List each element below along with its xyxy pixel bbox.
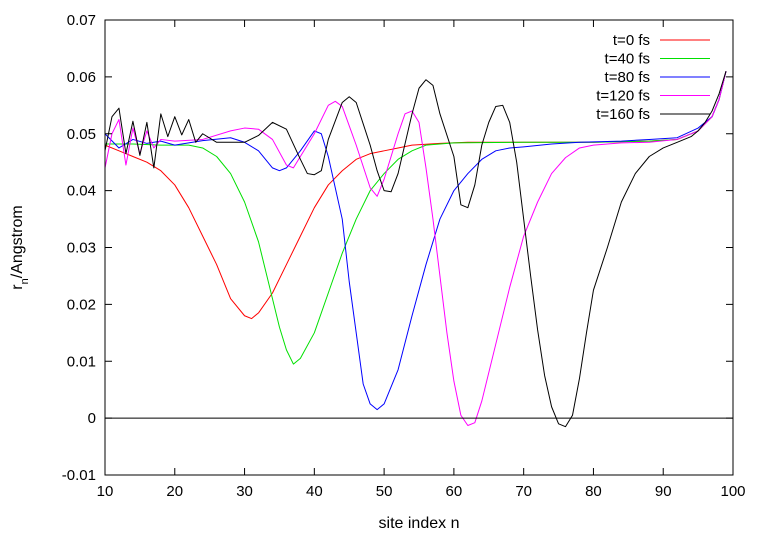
x-axis-label: site index n xyxy=(379,515,460,532)
y-axis-label-rest: /Angstrom xyxy=(9,205,26,278)
y-axis-label: rn/Angstrom xyxy=(9,205,31,289)
y-tick-label: 0.01 xyxy=(67,353,96,370)
series-line-2 xyxy=(104,71,727,411)
y-tick-label: 0.04 xyxy=(67,183,96,200)
x-tick-label: 80 xyxy=(585,483,602,500)
series-line-1 xyxy=(105,71,727,365)
x-tick-label: 20 xyxy=(166,483,183,500)
legend-label-4: t=160 fs xyxy=(596,106,650,123)
x-tick-label: 100 xyxy=(720,483,745,500)
x-tick-label: 40 xyxy=(306,483,323,500)
x-tick-label: 60 xyxy=(446,483,463,500)
legend-label-0: t=0 fs xyxy=(613,32,650,49)
legend-label-3: t=120 fs xyxy=(596,88,650,105)
x-tick-label: 30 xyxy=(236,483,253,500)
plot-series xyxy=(104,71,727,428)
x-axis: 10 20 30 40 50 60 70 80 90 100 xyxy=(97,20,746,500)
y-axis-label-main: r xyxy=(9,284,26,290)
y-tick-label: 0 xyxy=(88,410,96,427)
x-tick-label: 50 xyxy=(376,483,393,500)
y-axis: -0.01 0 0.01 0.02 0.03 0.04 0.05 0.06 0.07 xyxy=(62,12,733,484)
y-tick-label: 0.05 xyxy=(67,126,96,143)
legend-label-1: t=40 fs xyxy=(605,51,650,68)
legend-label-2: t=80 fs xyxy=(605,69,650,86)
x-tick-label: 90 xyxy=(655,483,672,500)
series-line-3 xyxy=(104,71,727,427)
y-tick-label: 0.07 xyxy=(67,12,96,29)
y-tick-label: 0.06 xyxy=(67,69,96,86)
y-tick-label: -0.01 xyxy=(62,467,96,484)
y-axis-label-sub: n xyxy=(19,278,31,284)
legend: t=0 fs t=40 fst=80 fs t=120 fst=160 fs xyxy=(596,32,710,123)
x-tick-label: 10 xyxy=(97,483,114,500)
y-tick-label: 0.03 xyxy=(67,240,96,257)
series-line-4 xyxy=(104,71,727,428)
x-tick-label: 70 xyxy=(515,483,532,500)
y-tick-label: 0.02 xyxy=(67,296,96,313)
